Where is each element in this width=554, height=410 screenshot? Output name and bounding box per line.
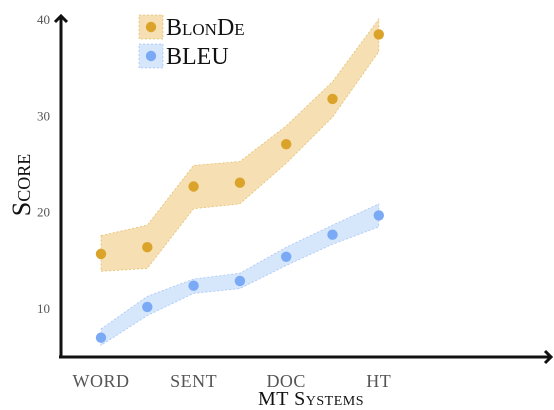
axes [53, 13, 554, 365]
point-series-1 [234, 275, 246, 287]
legend-marker [145, 50, 157, 62]
legend-marker [145, 21, 157, 33]
y-axis-arrow [53, 13, 69, 24]
point-series-0 [373, 29, 384, 40]
x-tick-labels: WORD SENT DOC HT [73, 371, 391, 391]
y-tick-label: 30 [37, 108, 50, 123]
point-series-0 [188, 181, 199, 192]
band-series-1 [100, 203, 380, 347]
legend: BlonDe BLEU [138, 14, 245, 70]
point-series-0 [95, 248, 107, 260]
y-tick-labels: 10 20 30 40 [37, 12, 50, 316]
band-series-0 [100, 17, 380, 272]
x-tick-label: WORD [73, 371, 130, 391]
legend-label: BLEU [166, 44, 229, 70]
x-tick-label: SENT [170, 371, 217, 391]
x-tick-label: HT [366, 371, 391, 391]
point-series-0 [327, 93, 338, 105]
point-series-1 [188, 280, 199, 291]
y-tick-label: 20 [37, 205, 50, 220]
confidence-bands [100, 17, 380, 347]
point-series-0 [142, 242, 153, 253]
point-series-1 [327, 229, 338, 240]
point-series-1 [95, 332, 107, 343]
x-tick-label: DOC [266, 371, 306, 391]
y-tick-label: 10 [37, 301, 50, 316]
point-series-0 [234, 177, 246, 188]
y-axis-label: Score [7, 154, 36, 216]
y-tick-label: 40 [37, 12, 50, 27]
point-series-1 [373, 210, 384, 221]
point-series-1 [142, 301, 153, 313]
point-series-0 [281, 139, 292, 150]
data-points [95, 29, 384, 343]
point-series-1 [281, 251, 292, 262]
x-axis-label: MT Systems [258, 388, 364, 410]
x-axis-arrow [543, 349, 554, 365]
legend-label: BlonDe [166, 15, 245, 41]
